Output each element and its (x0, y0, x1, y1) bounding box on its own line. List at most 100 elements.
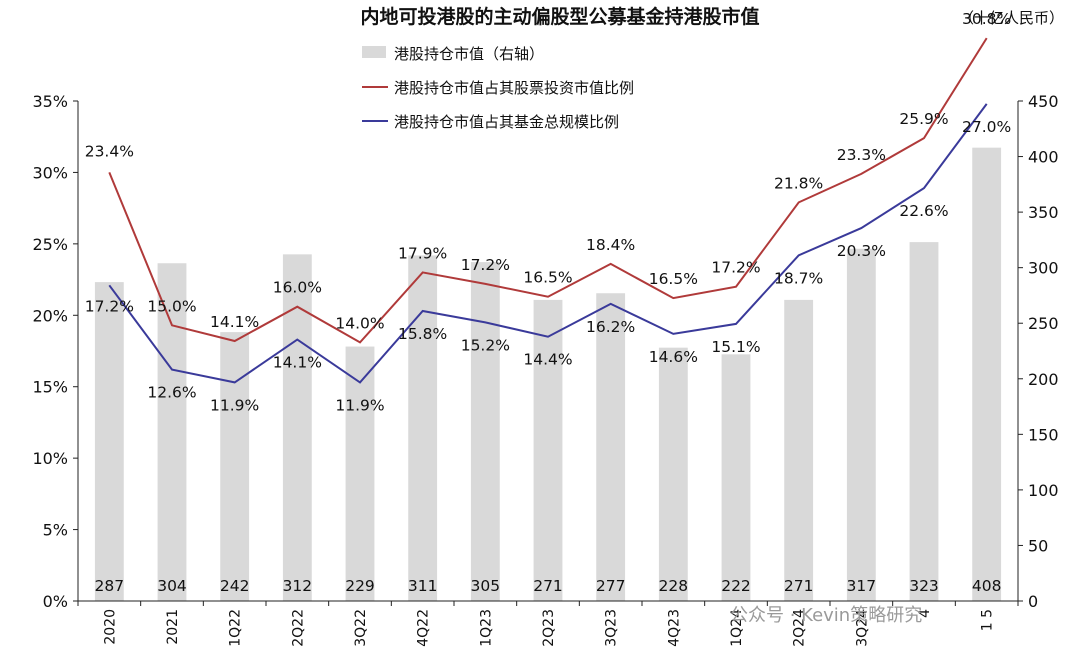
fund-size-ratio-label: 17.2% (85, 297, 134, 315)
fund-size-ratio-label: 18.7% (774, 269, 823, 287)
fund-size-ratio-label: 20.3% (837, 242, 886, 260)
bar (658, 347, 688, 601)
watermark: 公众号 · Kevin策略研究 (730, 605, 922, 626)
bar (972, 147, 1002, 601)
bar-value-label: 323 (909, 577, 939, 595)
y-right-tick-label: 300 (1028, 259, 1059, 278)
unit-label: （十亿人民币） (959, 9, 1064, 27)
y-left-tick-label: 35% (32, 92, 68, 111)
bar-value-label: 408 (972, 577, 1002, 595)
bar (470, 262, 500, 601)
fund-size-ratio-line (108, 103, 988, 384)
fund-size-ratio-label: 15.1% (711, 338, 760, 356)
bar-value-label: 317 (847, 577, 877, 595)
fund-size-ratio-label: 14.6% (649, 348, 698, 366)
equity-ratio-label: 17.9% (398, 244, 447, 262)
legend-label: 港股持仓市值（右轴） (394, 45, 544, 63)
bar (94, 282, 124, 601)
equity-ratio-label: 23.4% (85, 142, 134, 160)
bar (408, 255, 438, 601)
fund-size-ratio-label: 16.2% (586, 318, 635, 336)
x-tick-label: 4 (917, 609, 933, 618)
bar-value-label: 304 (157, 577, 187, 595)
equity-ratio-line (108, 37, 988, 344)
bar-value-label: 228 (659, 577, 689, 595)
fund-size-ratio-label: 11.9% (335, 396, 384, 414)
bar-series (94, 147, 1002, 602)
fund-size-ratio-label: 11.9% (210, 396, 259, 414)
y-left-tick-label: 5% (43, 521, 68, 540)
x-tick-label: 1 5 (980, 609, 996, 631)
y-right-tick-label: 450 (1028, 92, 1059, 111)
bar-value-label: 222 (721, 577, 751, 595)
fund-size-ratio-label: 27.0% (962, 118, 1011, 136)
equity-ratio-label: 17.2% (461, 256, 510, 274)
x-tick-label: 2Q23 (541, 609, 557, 647)
y-left-tick-label: 0% (43, 592, 68, 611)
bar-value-label: 271 (533, 577, 563, 595)
y-right-tick-label: 50 (1028, 536, 1048, 555)
y-right-tick-label: 0 (1028, 592, 1038, 611)
bar-value-label: 271 (784, 577, 814, 595)
bar-value-label: 229 (345, 577, 375, 595)
bar (909, 242, 939, 601)
x-tick-label: 1Q22 (228, 609, 244, 647)
y-left-tick-label: 30% (32, 163, 68, 182)
legend-label: 港股持仓市值占其基金总规模比例 (394, 113, 619, 131)
y-right-tick-label: 150 (1028, 425, 1059, 444)
y-right-tick-label: 350 (1028, 203, 1059, 222)
bar-value-label: 305 (471, 577, 501, 595)
equity-ratio-label: 16.5% (649, 270, 698, 288)
data-labels: 287 304 242 312 229 311 305 271 277 228 222 271 317 3… (85, 10, 1012, 595)
equity-ratio-label: 16.0% (273, 279, 322, 297)
legend: 港股持仓市值（右轴） 港股持仓市值占其股票投资市值比例港股持仓市值占其基金总规模比… (362, 45, 634, 131)
equity-ratio-label: 25.9% (899, 110, 948, 128)
equity-ratio-label: 15.0% (147, 297, 196, 315)
equity-ratio-label: 23.3% (837, 146, 886, 164)
fund-size-ratio-label: 12.6% (147, 384, 196, 402)
bar (345, 346, 375, 601)
axes: 0% 5% 10% 15% 20% 25% 30% 35% 0 50 100 150 200 250 300… (32, 92, 1058, 647)
x-tick-label: 1Q23 (478, 609, 494, 647)
x-tick-label: 3Q23 (604, 609, 620, 647)
x-tick-label: 3Q22 (353, 609, 369, 647)
equity-ratio-label: 21.8% (774, 174, 823, 192)
x-tick-label: 2Q24 (792, 609, 808, 647)
equity-ratio-label: 16.5% (523, 269, 572, 287)
bar (220, 332, 250, 601)
equity-ratio-label: 14.0% (335, 314, 384, 332)
fund-size-ratio-label: 15.8% (398, 325, 447, 343)
y-left-tick-label: 15% (32, 378, 68, 397)
x-tick-label: 2Q22 (290, 609, 306, 647)
x-tick-label: 4Q23 (666, 609, 682, 647)
fund-size-ratio-label: 14.1% (273, 354, 322, 372)
fund-size-ratio-label: 14.4% (523, 351, 572, 369)
equity-ratio-label: 17.2% (711, 259, 760, 277)
bar (157, 263, 187, 601)
x-tick-label: 2021 (165, 609, 181, 645)
bar (784, 299, 814, 601)
bar-value-label: 287 (95, 577, 125, 595)
bar-value-label: 242 (220, 577, 250, 595)
bar-value-label: 277 (596, 577, 626, 595)
equity-ratio-label: 14.1% (210, 313, 259, 331)
x-tick-label: 4Q22 (416, 609, 432, 647)
x-tick-label: 3Q24 (854, 609, 870, 647)
x-tick-label: 1Q24 (729, 609, 745, 647)
fund-size-ratio-label: 15.2% (461, 336, 510, 354)
chart-title: 内地可投港股的主动偏股型公募基金持港股市值 (360, 5, 759, 28)
fund-size-ratio-label: 22.6% (899, 202, 948, 220)
bar-value-label: 312 (283, 577, 313, 595)
y-right-tick-label: 250 (1028, 314, 1059, 333)
bar (846, 248, 876, 601)
bar (596, 293, 626, 601)
bar (721, 354, 751, 601)
y-left-tick-label: 10% (32, 449, 68, 468)
y-right-tick-label: 200 (1028, 370, 1059, 389)
y-right-tick-label: 100 (1028, 481, 1059, 500)
x-tick-label: 2020 (102, 609, 118, 645)
line-series (108, 37, 988, 384)
equity-ratio-label: 30.8% (962, 10, 1011, 28)
